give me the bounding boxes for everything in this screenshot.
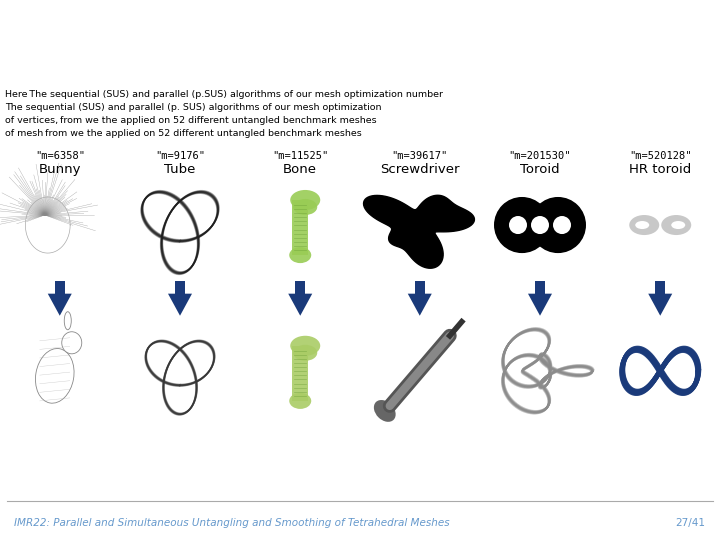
Circle shape (531, 216, 549, 234)
Text: "m=6358": "m=6358" (35, 151, 85, 161)
Ellipse shape (290, 190, 320, 210)
Ellipse shape (635, 221, 649, 229)
Ellipse shape (293, 199, 318, 215)
Circle shape (553, 216, 571, 234)
Ellipse shape (289, 247, 311, 263)
Ellipse shape (661, 215, 691, 235)
Bar (655, 281, 665, 294)
Ellipse shape (35, 348, 74, 403)
Ellipse shape (293, 345, 318, 361)
Bar (292, 346, 308, 401)
Polygon shape (48, 294, 72, 316)
Polygon shape (648, 294, 672, 316)
Text: Experimental methodology: Experimental methodology (9, 17, 580, 53)
Text: Screwdriver: Screwdriver (380, 164, 459, 177)
Bar (175, 281, 185, 294)
Ellipse shape (290, 336, 320, 356)
Bar (295, 281, 305, 294)
Polygon shape (364, 195, 474, 268)
Bar (535, 281, 545, 294)
Bar (292, 200, 308, 255)
Text: "m=520128": "m=520128" (629, 151, 691, 161)
Text: "m=201530": "m=201530" (509, 151, 571, 161)
Text: The sequential (SUS) and parallel (p. SUS) algorithms of our mesh optimization: The sequential (SUS) and parallel (p. SU… (5, 103, 382, 112)
Circle shape (533, 218, 547, 232)
Ellipse shape (289, 393, 311, 409)
Text: Bone: Bone (283, 164, 318, 177)
Polygon shape (288, 294, 312, 316)
Text: "m=39617": "m=39617" (392, 151, 448, 161)
Circle shape (509, 216, 527, 234)
Bar (55, 281, 65, 294)
Text: "m=9176": "m=9176" (155, 151, 205, 161)
Circle shape (530, 197, 586, 253)
Ellipse shape (64, 312, 71, 330)
Ellipse shape (671, 221, 685, 229)
Text: "m=11525": "m=11525" (272, 151, 328, 161)
Text: IMR22: Parallel and Simultaneous Untangling and Smoothing of Tetrahedral Meshes: IMR22: Parallel and Simultaneous Untangl… (14, 517, 450, 528)
Polygon shape (168, 294, 192, 316)
Text: Tube: Tube (164, 164, 196, 177)
Circle shape (494, 197, 550, 253)
Text: 27/41: 27/41 (675, 517, 706, 528)
Text: of vertices, from we the applied on 52 different untangled benchmark meshes: of vertices, from we the applied on 52 d… (5, 116, 377, 125)
Text: Bunny: Bunny (38, 164, 81, 177)
Ellipse shape (62, 332, 82, 354)
Bar (415, 281, 425, 294)
Polygon shape (408, 294, 432, 316)
Text: Toroid: Toroid (520, 164, 560, 177)
Text: Here The sequential (SUS) and parallel (p.SUS) algorithms of our mesh optimizati: Here The sequential (SUS) and parallel (… (5, 90, 443, 99)
Text: of mesh from we the applied on 52 different untangled benchmark meshes: of mesh from we the applied on 52 differ… (5, 129, 361, 138)
Text: HR toroid: HR toroid (629, 164, 691, 177)
Ellipse shape (374, 400, 396, 422)
Ellipse shape (629, 215, 660, 235)
Polygon shape (528, 294, 552, 316)
